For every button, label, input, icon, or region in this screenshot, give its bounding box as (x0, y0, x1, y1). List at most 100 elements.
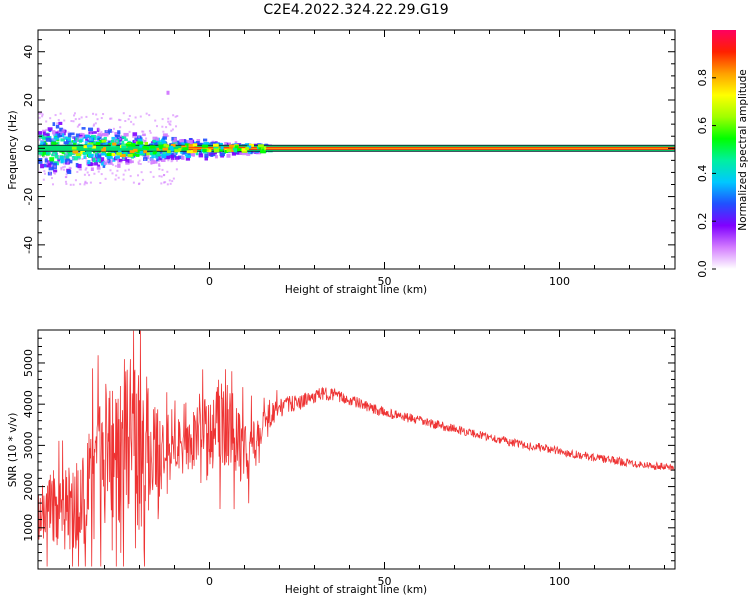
heatmap-cell (58, 161, 61, 164)
y-tick-label: 2000 (22, 473, 35, 501)
heatmap-cell (42, 142, 46, 147)
colorbar-tick-label: 0.2 (696, 212, 709, 230)
heatmap-cell (63, 130, 66, 133)
heatmap-cell (72, 139, 78, 144)
heatmap-cell (162, 147, 169, 151)
heatmap-cell (105, 130, 108, 133)
heatmap-cell (60, 159, 65, 164)
heatmap-cell (89, 138, 92, 141)
heatmap-cell (164, 134, 167, 137)
heatmap-cell (97, 137, 101, 141)
heatmap-cell (82, 151, 86, 155)
colorbar-ticks: 0.0 0.2 0.4 0.6 0.8 (696, 69, 716, 278)
heatmap-cell (63, 157, 66, 160)
heatmap-cell (110, 152, 116, 156)
heatmap-cell (120, 161, 123, 164)
heatmap-cell (64, 154, 67, 157)
heatmap-cell (214, 148, 219, 152)
heatmap-cell (158, 159, 161, 162)
heatmap-cell (174, 115, 177, 118)
heatmap-cell (85, 157, 88, 160)
heatmap-cell (49, 157, 55, 162)
heatmap-cell (60, 138, 65, 142)
heatmap-cell (40, 112, 43, 115)
heatmap-cell (63, 155, 70, 160)
heatmap-cell (170, 156, 175, 160)
heatmap-cell (175, 159, 178, 162)
heatmap-cell (161, 118, 164, 121)
heatmap-cell (115, 174, 118, 177)
heatmap-cell (57, 155, 60, 158)
heatmap-cell (51, 141, 57, 146)
heatmap-cell (173, 137, 177, 142)
heatmap-cell (75, 133, 80, 138)
heatmap-cell (136, 149, 142, 153)
heatmap-cell (170, 154, 174, 158)
heatmap-cell (233, 149, 238, 153)
heatmap-cell (63, 168, 66, 171)
heatmap-cell (145, 146, 150, 150)
heatmap-cell (117, 130, 121, 135)
colorbar-tick-label: 0.8 (696, 69, 709, 87)
heatmap-cell (44, 158, 48, 163)
heatmap-cell (92, 157, 97, 163)
heatmap-cell (45, 137, 51, 142)
heatmap-cell (62, 162, 65, 165)
heatmap-cell (205, 148, 209, 152)
heatmap-cell (155, 125, 158, 128)
heatmap-cell (65, 152, 68, 155)
heatmap-cell (114, 178, 117, 181)
heatmap-cell (72, 156, 78, 161)
heatmap-cell (83, 145, 88, 149)
heatmap-cell (121, 145, 127, 149)
heatmap-cell (69, 167, 72, 170)
heatmap-cell (53, 169, 58, 173)
heatmap-cell (154, 119, 157, 122)
heatmap-cell (98, 135, 102, 140)
heatmap-cell (142, 145, 147, 149)
heatmap-cell (214, 155, 218, 159)
heatmap-cell (169, 123, 172, 126)
heatmap-cell (85, 137, 88, 141)
y-tick-label: 20 (22, 93, 35, 107)
heatmap-cell (137, 135, 140, 138)
heatmap-cell (118, 118, 121, 121)
heatmap-cell (139, 144, 144, 148)
heatmap-cell (228, 142, 231, 146)
heatmap-cell (102, 134, 105, 137)
heatmap-cell (165, 151, 170, 156)
heatmap-cell (38, 116, 41, 119)
heatmap-cell (122, 112, 125, 115)
heatmap-cell (142, 133, 146, 137)
heatmap-cell (65, 182, 68, 185)
heatmap-cell (184, 143, 190, 147)
heatmap-cell (72, 120, 75, 123)
heatmap-cell (62, 131, 65, 134)
heatmap-cell (54, 155, 59, 159)
heatmap-cell (71, 146, 77, 150)
heatmap-cell (75, 153, 82, 157)
heatmap-cell (169, 182, 172, 185)
heatmap-cell (94, 161, 99, 166)
heatmap-cell (38, 112, 41, 115)
heatmap-cell (224, 141, 228, 146)
heatmap-cell (242, 152, 247, 156)
heatmap-cell (52, 162, 57, 166)
heatmap-cell (234, 145, 239, 149)
heatmap-cell (160, 158, 166, 163)
x-tick-label: 100 (549, 275, 570, 288)
heatmap-cell (117, 163, 121, 168)
heatmap-cell (80, 150, 85, 154)
y-tick-label: -20 (22, 188, 35, 206)
heatmap-cell (159, 156, 162, 159)
heatmap-cell (130, 120, 133, 123)
heatmap-cell (77, 138, 80, 141)
heatmap-cell (69, 132, 75, 136)
heatmap-cell (84, 180, 87, 183)
heatmap-cell (124, 120, 127, 123)
heatmap-cell (126, 155, 129, 158)
heatmap-cell (60, 168, 63, 171)
heatmap-cell (52, 122, 56, 127)
heatmap-cell (210, 141, 216, 145)
heatmap-frame (37, 29, 676, 270)
